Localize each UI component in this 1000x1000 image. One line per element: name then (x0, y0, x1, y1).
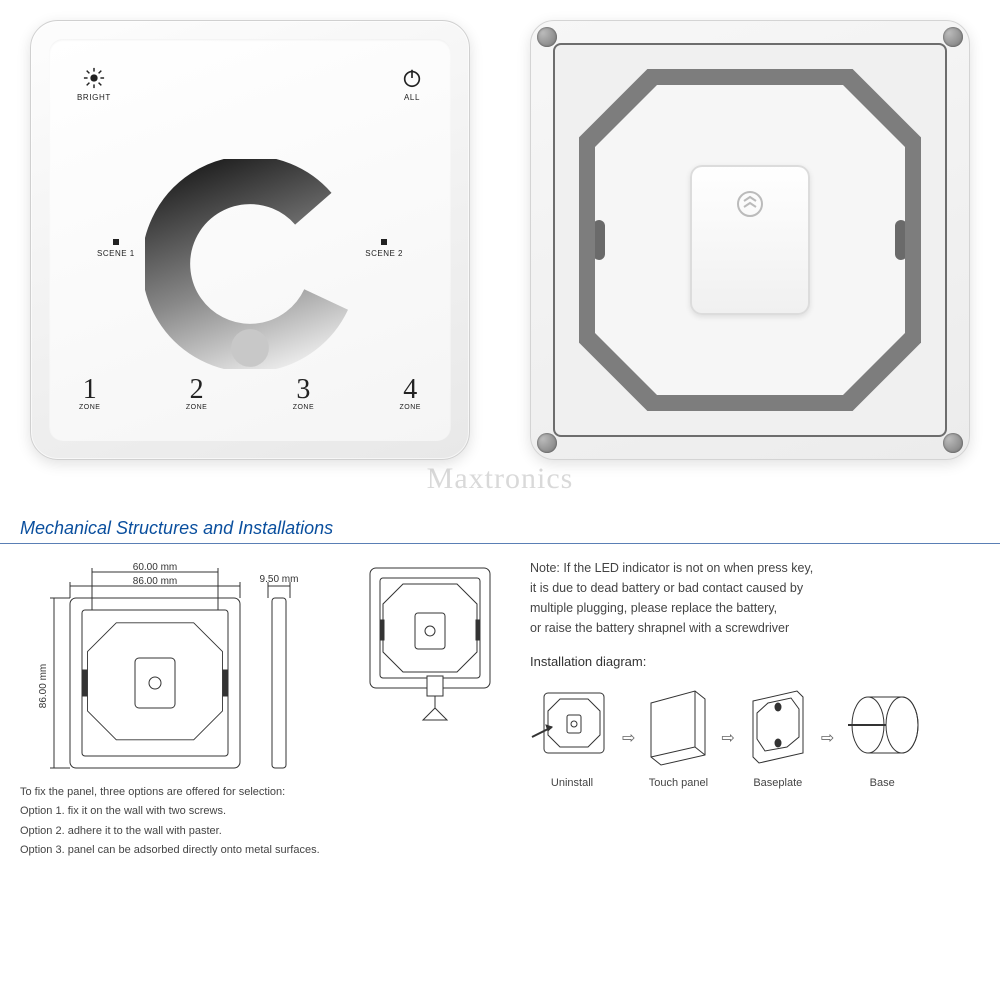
zone-4-button[interactable]: 4 ZONE (400, 374, 421, 411)
scene2-indicator (381, 239, 387, 245)
install-diagram-heading: Installation diagram: (530, 652, 980, 673)
zone-1-button[interactable]: 1 ZONE (79, 374, 100, 411)
power-icon (401, 67, 423, 89)
brightness-icon (83, 67, 105, 89)
zone-2-button[interactable]: 2 ZONE (186, 374, 207, 411)
note-line: or raise the battery shrapnel with a scr… (530, 618, 980, 638)
install-step-touchpanel: Touch panel (643, 685, 713, 793)
screw-icon (943, 433, 963, 453)
front-panel: BRIGHT ALL SCENE 1 SCENE 2 (30, 20, 470, 460)
all-label: ALL (401, 93, 423, 102)
logo-icon (735, 189, 765, 219)
section-heading: Mechanical Structures and Installations (0, 510, 1000, 544)
svg-text:86.00 mm: 86.00 mm (38, 664, 49, 708)
svg-text:86.00 mm: 86.00 mm (133, 576, 177, 587)
note-line: it is due to dead battery or bad contact… (530, 578, 980, 598)
scene1-button[interactable]: SCENE 1 (97, 239, 135, 258)
dimension-drawing: 86.00 mm 60.00 mm 86.00 mm 9.50 mm (20, 558, 320, 778)
bright-label: BRIGHT (77, 93, 111, 102)
uninstall-drawing (355, 558, 505, 748)
scene1-label: SCENE 1 (97, 249, 135, 258)
scene2-button[interactable]: SCENE 2 (365, 239, 403, 258)
fixing-options-text: To fix the panel, three options are offe… (20, 785, 330, 859)
all-power-button[interactable]: ALL (401, 67, 423, 102)
screw-icon (537, 433, 557, 453)
mount-clip (895, 220, 907, 260)
battery-compartment (690, 165, 810, 315)
install-step-base: Base (842, 685, 922, 793)
arrow-icon: ⇨ (821, 726, 834, 752)
uninstall-column (350, 558, 510, 859)
screw-icon (943, 27, 963, 47)
bright-button[interactable]: BRIGHT (77, 67, 111, 102)
mount-clip (593, 220, 605, 260)
svg-text:9.50 mm: 9.50 mm (260, 574, 299, 585)
gasket (579, 69, 921, 411)
note-line: Note: If the LED indicator is not on whe… (530, 558, 980, 578)
arrow-icon: ⇨ (622, 726, 635, 752)
install-step-uninstall: Uninstall (530, 685, 614, 793)
arrow-icon: ⇨ (721, 726, 734, 752)
zone-3-button[interactable]: 3 ZONE (293, 374, 314, 411)
install-diagram-row: Uninstall ⇨ Touch panel ⇨ Baseplate (530, 685, 980, 793)
notes-column: Note: If the LED indicator is not on whe… (530, 558, 980, 859)
note-line: multiple plugging, please replace the ba… (530, 598, 980, 618)
product-photo-row: BRIGHT ALL SCENE 1 SCENE 2 (0, 0, 1000, 470)
svg-text:60.00 mm: 60.00 mm (133, 562, 177, 573)
dimmer-ring[interactable] (145, 159, 355, 369)
dimension-column: 86.00 mm 60.00 mm 86.00 mm 9.50 mm To fi… (20, 558, 330, 859)
scene2-label: SCENE 2 (365, 249, 403, 258)
back-panel (530, 20, 970, 460)
watermark-text: Maxtronics (0, 462, 1000, 496)
installation-section: 86.00 mm 60.00 mm 86.00 mm 9.50 mm To fi… (0, 544, 1000, 873)
install-step-baseplate: Baseplate (743, 685, 813, 793)
scene1-indicator (113, 239, 119, 245)
zone-row: 1 ZONE 2 ZONE 3 ZONE 4 ZONE (79, 374, 421, 411)
screw-icon (537, 27, 557, 47)
